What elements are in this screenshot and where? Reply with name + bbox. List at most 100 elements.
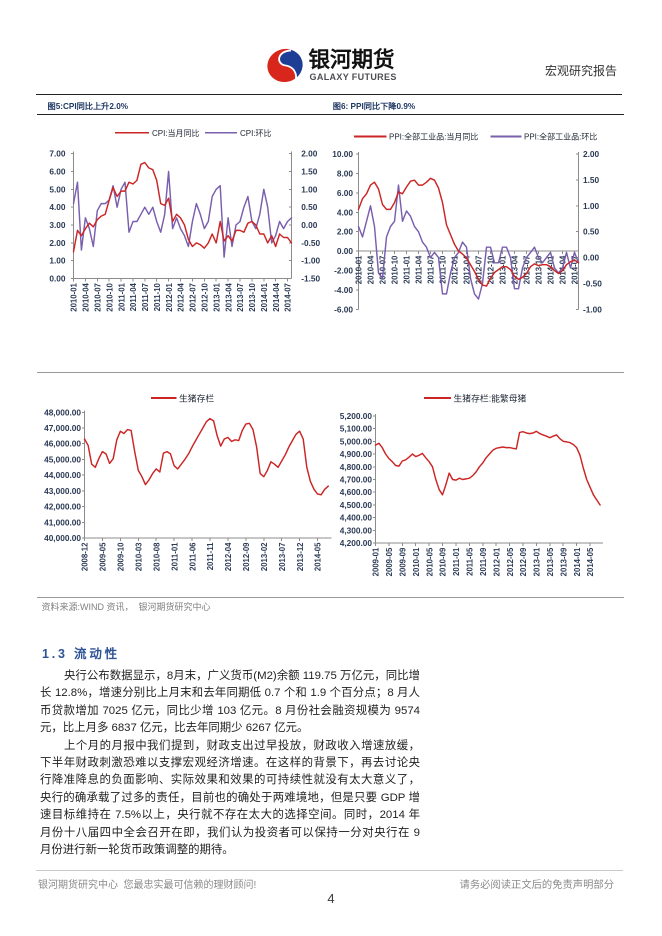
svg-text:PPI:全部工业品:环比: PPI:全部工业品:环比 xyxy=(524,132,597,142)
svg-text:2010-01: 2010-01 xyxy=(355,255,364,284)
svg-text:2010-03: 2010-03 xyxy=(135,542,144,571)
svg-text:6.00: 6.00 xyxy=(49,167,66,177)
svg-text:-0.50: -0.50 xyxy=(583,279,602,289)
svg-text:2010-10: 2010-10 xyxy=(391,255,400,284)
svg-text:2009-05: 2009-05 xyxy=(99,542,108,571)
svg-text:44,000.00: 44,000.00 xyxy=(44,470,81,480)
svg-text:2014-07: 2014-07 xyxy=(571,256,580,285)
svg-text:2014-05: 2014-05 xyxy=(314,542,323,571)
svg-text:2013-07: 2013-07 xyxy=(523,256,532,285)
svg-text:2012-05: 2012-05 xyxy=(506,547,515,576)
svg-text:-1.00: -1.00 xyxy=(301,256,320,266)
svg-text:47,000.00: 47,000.00 xyxy=(44,423,81,433)
svg-text:2011-01: 2011-01 xyxy=(452,547,461,576)
svg-text:2012-10: 2012-10 xyxy=(487,255,496,284)
svg-text:1.00: 1.00 xyxy=(49,256,66,266)
svg-text:2013-01: 2013-01 xyxy=(533,547,542,576)
svg-text:2009-09: 2009-09 xyxy=(399,547,408,576)
svg-text:4,400.00: 4,400.00 xyxy=(340,513,373,523)
svg-text:2012-04: 2012-04 xyxy=(463,255,472,284)
svg-text:2013-10: 2013-10 xyxy=(248,282,257,311)
svg-text:2012-04: 2012-04 xyxy=(224,542,233,571)
svg-text:4,600.00: 4,600.00 xyxy=(340,487,373,497)
svg-text:生猪存栏: 生猪存栏 xyxy=(179,392,214,403)
svg-text:2013-09: 2013-09 xyxy=(559,547,568,576)
svg-text:5,000.00: 5,000.00 xyxy=(340,436,373,446)
svg-text:2010-07: 2010-07 xyxy=(94,283,103,312)
svg-text:2014-01: 2014-01 xyxy=(547,255,556,284)
svg-text:4,500.00: 4,500.00 xyxy=(340,500,373,510)
svg-text:1.00: 1.00 xyxy=(301,184,318,194)
svg-text:2012-01: 2012-01 xyxy=(492,547,501,576)
svg-text:2010-04: 2010-04 xyxy=(82,282,91,311)
svg-text:2013-01: 2013-01 xyxy=(499,255,508,284)
svg-text:2013-04: 2013-04 xyxy=(224,282,233,311)
svg-text:45,000.00: 45,000.00 xyxy=(44,454,81,464)
svg-text:2011-09: 2011-09 xyxy=(479,547,488,576)
svg-text:2014-01: 2014-01 xyxy=(260,282,269,311)
svg-text:0.00: 0.00 xyxy=(49,274,66,284)
svg-text:2013-04: 2013-04 xyxy=(511,255,520,284)
svg-text:2011-01: 2011-01 xyxy=(117,282,126,311)
svg-text:2009-10: 2009-10 xyxy=(117,542,126,571)
svg-text:PPI:全部工业品:当月同比: PPI:全部工业品:当月同比 xyxy=(389,132,478,142)
svg-text:2013-01: 2013-01 xyxy=(212,282,221,311)
svg-text:2011-01: 2011-01 xyxy=(170,542,179,571)
svg-text:1.50: 1.50 xyxy=(583,175,600,185)
svg-text:48,000.00: 48,000.00 xyxy=(44,407,81,417)
svg-text:3.00: 3.00 xyxy=(49,220,66,230)
svg-text:2014-01: 2014-01 xyxy=(573,547,582,576)
svg-text:2013-05: 2013-05 xyxy=(546,547,555,576)
svg-text:-2.00: -2.00 xyxy=(334,266,353,276)
svg-text:5,100.00: 5,100.00 xyxy=(340,424,373,434)
svg-text:0.00: 0.00 xyxy=(337,246,354,256)
svg-text:5.00: 5.00 xyxy=(49,184,66,194)
svg-text:2013-07: 2013-07 xyxy=(278,543,287,572)
svg-text:4,200.00: 4,200.00 xyxy=(340,538,373,548)
svg-text:8.00: 8.00 xyxy=(337,168,354,178)
svg-text:2012-04: 2012-04 xyxy=(177,282,186,311)
svg-text:2.00: 2.00 xyxy=(337,227,354,237)
svg-text:2012-10: 2012-10 xyxy=(201,282,210,311)
svg-text:40,000.00: 40,000.00 xyxy=(44,533,81,543)
svg-text:7.00: 7.00 xyxy=(49,149,66,159)
svg-text:1.50: 1.50 xyxy=(301,167,318,177)
svg-text:2013-07: 2013-07 xyxy=(236,283,245,312)
svg-text:2011-07: 2011-07 xyxy=(427,256,436,284)
svg-text:4.00: 4.00 xyxy=(337,207,354,217)
svg-text:2011-11: 2011-11 xyxy=(206,542,215,570)
svg-text:2012-09: 2012-09 xyxy=(519,547,528,576)
svg-text:10.00: 10.00 xyxy=(332,149,353,159)
svg-text:2009-05: 2009-05 xyxy=(385,547,394,576)
svg-text:-4.00: -4.00 xyxy=(334,285,353,295)
svg-text:2.00: 2.00 xyxy=(49,238,66,248)
svg-text:0.50: 0.50 xyxy=(583,227,600,237)
svg-text:42,000.00: 42,000.00 xyxy=(44,502,81,512)
svg-text:41,000.00: 41,000.00 xyxy=(44,517,81,527)
svg-text:2010-01: 2010-01 xyxy=(70,282,79,311)
svg-text:2011-05: 2011-05 xyxy=(466,547,475,576)
svg-text:2008-12: 2008-12 xyxy=(81,542,90,571)
svg-text:2010-01: 2010-01 xyxy=(412,547,421,576)
svg-text:2012-09: 2012-09 xyxy=(242,542,251,571)
svg-text:5,200.00: 5,200.00 xyxy=(340,411,373,421)
svg-text:-1.00: -1.00 xyxy=(583,304,602,314)
svg-text:2010-05: 2010-05 xyxy=(425,547,434,576)
svg-text:2011-04: 2011-04 xyxy=(129,282,138,311)
svg-text:0.00: 0.00 xyxy=(301,220,318,230)
svg-text:-1.50: -1.50 xyxy=(301,274,320,284)
svg-text:2014-05: 2014-05 xyxy=(586,547,595,576)
svg-text:43,000.00: 43,000.00 xyxy=(44,486,81,496)
svg-text:2010-08: 2010-08 xyxy=(152,542,161,571)
svg-text:2009-01: 2009-01 xyxy=(372,547,381,576)
svg-text:2011-10: 2011-10 xyxy=(439,255,448,284)
svg-text:2013-10: 2013-10 xyxy=(535,255,544,284)
svg-text:2012-07: 2012-07 xyxy=(189,283,198,312)
svg-text:6.00: 6.00 xyxy=(337,188,354,198)
svg-text:4,900.00: 4,900.00 xyxy=(340,449,373,459)
svg-text:4.00: 4.00 xyxy=(49,202,66,212)
svg-text:2010-04: 2010-04 xyxy=(367,255,376,284)
svg-text:2.00: 2.00 xyxy=(301,149,318,159)
svg-text:生猪存栏:能繁母猪: 生猪存栏:能繁母猪 xyxy=(454,392,527,403)
svg-text:2011-10: 2011-10 xyxy=(153,282,162,311)
